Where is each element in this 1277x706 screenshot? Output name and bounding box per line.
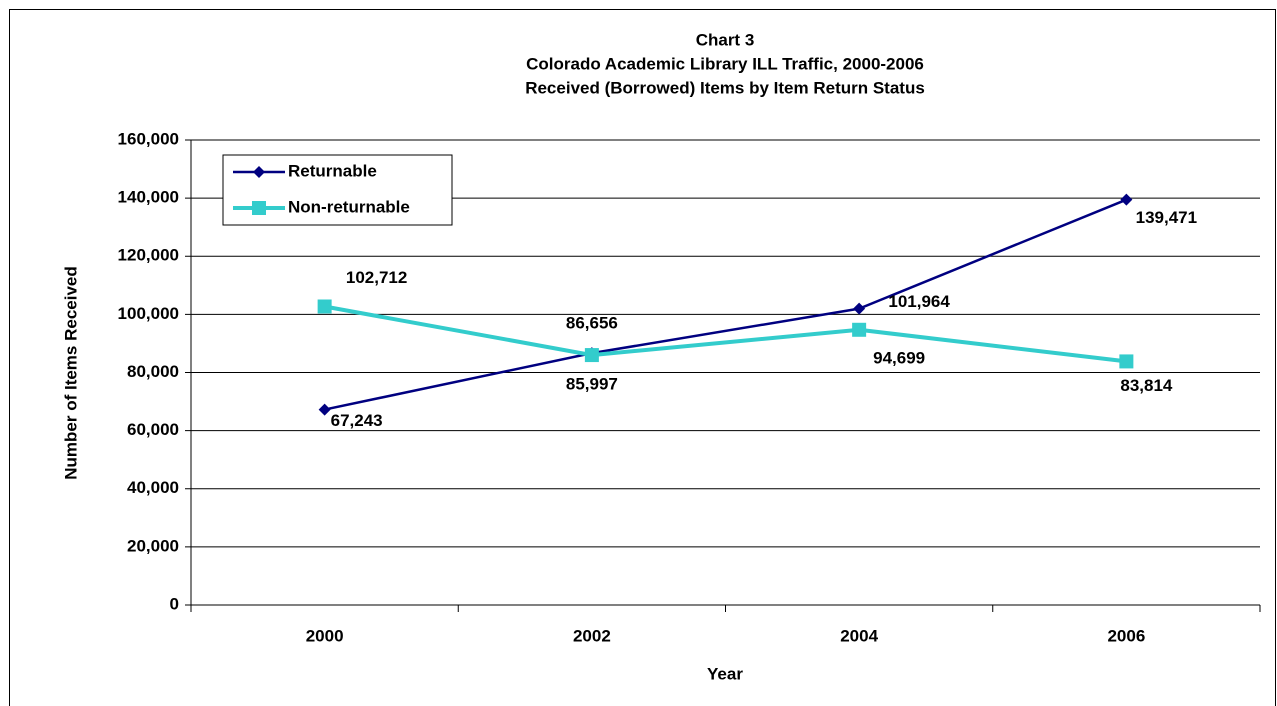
- data-label: 101,964: [888, 292, 950, 311]
- y-tick-label: 40,000: [127, 478, 179, 497]
- data-label: 94,699: [873, 348, 925, 367]
- chart-subtitle: Colorado Academic Library ILL Traffic, 2…: [526, 54, 924, 73]
- data-label: 139,471: [1136, 208, 1197, 227]
- y-tick-label: 100,000: [118, 304, 179, 323]
- data-label: 85,997: [566, 375, 618, 394]
- y-axis-label: Number of Items Received: [61, 266, 80, 480]
- data-label: 86,656: [566, 314, 618, 333]
- legend-label: Returnable: [288, 161, 377, 180]
- x-tick-label: 2002: [573, 626, 611, 645]
- marker: [252, 201, 266, 215]
- marker: [1119, 354, 1134, 369]
- data-label: 83,814: [1120, 376, 1173, 395]
- y-tick-label: 80,000: [127, 362, 179, 381]
- marker: [253, 166, 265, 178]
- x-tick-label: 2004: [840, 626, 878, 645]
- legend-label: Non-returnable: [288, 197, 410, 216]
- chart-frame: [9, 9, 1276, 706]
- x-axis-label: Year: [707, 664, 743, 683]
- y-tick-label: 0: [170, 594, 179, 613]
- marker: [584, 348, 599, 363]
- y-tick-label: 120,000: [118, 246, 179, 265]
- series-line: [324, 304, 1127, 364]
- series-line: [324, 198, 1127, 411]
- data-label: 102,712: [346, 268, 407, 287]
- y-tick-label: 160,000: [118, 129, 179, 148]
- chart-subtitle: Received (Borrowed) Items by Item Return…: [525, 78, 925, 97]
- y-tick-label: 20,000: [127, 536, 179, 555]
- x-tick-label: 2006: [1107, 626, 1145, 645]
- y-tick-label: 140,000: [118, 188, 179, 207]
- marker: [317, 299, 332, 314]
- chart-title: Chart 3: [696, 30, 755, 49]
- marker: [318, 403, 331, 416]
- y-tick-label: 60,000: [127, 420, 179, 439]
- data-label: 67,243: [331, 411, 383, 430]
- x-tick-label: 2000: [306, 626, 344, 645]
- marker: [852, 322, 867, 337]
- marker: [853, 302, 866, 315]
- marker: [1120, 193, 1133, 206]
